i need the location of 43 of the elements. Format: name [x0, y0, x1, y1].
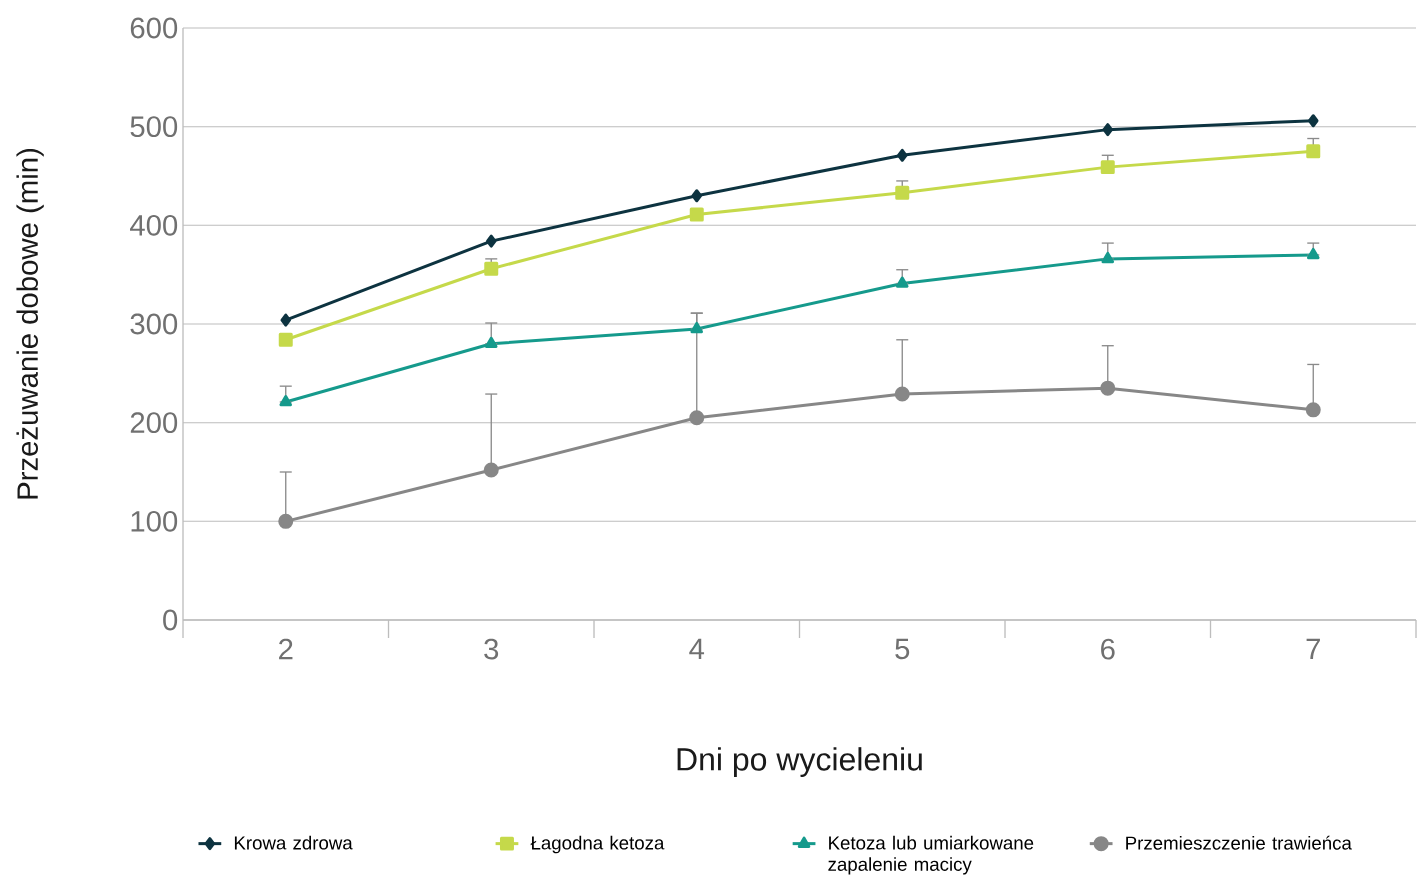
point [691, 189, 702, 203]
point [895, 185, 910, 200]
x-tick-label: 7 [1306, 638, 1320, 659]
x-axis-title: Dni po wycieleniu [677, 747, 922, 778]
x-tick-label: 2 [279, 638, 293, 660]
y-tick-label: 300 [130, 313, 178, 335]
y-axis-title: Przeżuwanie dobowe (min) [16, 149, 44, 499]
y-tick-label: 200 [130, 412, 178, 434]
point [689, 207, 704, 222]
point [1308, 114, 1319, 128]
point [896, 276, 909, 288]
x-tick-label: 5 [895, 638, 910, 660]
point [690, 321, 704, 334]
y-tick-label: 0 [163, 609, 178, 631]
point [1307, 247, 1320, 260]
y-tick-label: 400 [130, 214, 178, 236]
legend-label: Przemieszczenie trawieńca [1126, 835, 1352, 850]
legend-label: Łagodna ketoza [530, 835, 665, 854]
point [278, 513, 294, 529]
point [280, 313, 291, 327]
point [483, 462, 499, 478]
x-tick-label: 3 [484, 638, 499, 660]
point [1305, 402, 1321, 418]
legend-label: Krowa zdrowa [234, 835, 353, 850]
point [1102, 123, 1113, 137]
x-tick-label: 6 [1101, 638, 1115, 660]
point [486, 234, 497, 248]
point [897, 148, 908, 162]
point [485, 336, 498, 348]
y-tick-label: 500 [130, 116, 178, 138]
point [1100, 380, 1116, 396]
point [279, 394, 293, 407]
point [689, 410, 705, 426]
point [894, 386, 910, 402]
point [278, 332, 293, 347]
x-tick-label: 4 [689, 638, 705, 659]
y-tick-label: 100 [131, 510, 178, 532]
point [1101, 251, 1115, 264]
y-tick-label: 600 [130, 17, 178, 39]
legend-label: Ketoza lub umiarkowane zapalenie macicy [828, 835, 1034, 875]
point [484, 261, 499, 276]
point [1306, 144, 1321, 159]
point [1100, 160, 1115, 175]
